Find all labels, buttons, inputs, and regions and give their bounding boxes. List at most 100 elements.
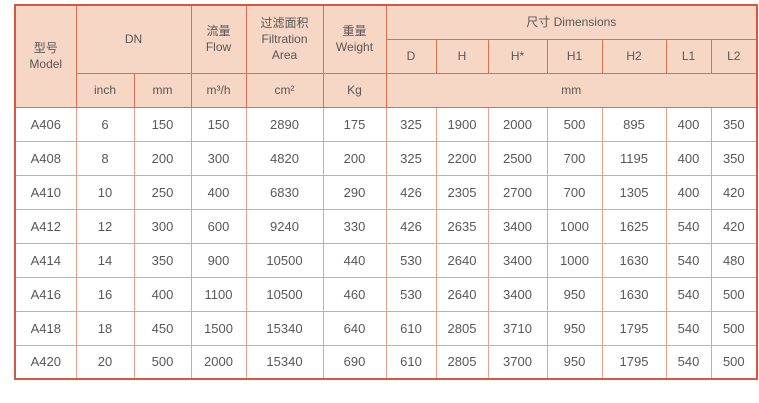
value-cell: 6830	[245, 174, 324, 210]
filtration-label-en2: Area	[271, 48, 298, 63]
filtration-label-zh: 过滤面积	[260, 15, 309, 30]
value-cell: 2000	[190, 344, 247, 380]
col-hstar-header: H*	[487, 38, 548, 74]
unit-mm: mm	[133, 72, 192, 108]
weight-label-en: Weight	[335, 40, 374, 55]
value-cell: 420	[710, 208, 759, 244]
model-cell: A408	[14, 140, 77, 176]
value-cell: 690	[322, 344, 387, 380]
value-cell: 18	[75, 310, 135, 346]
spec-table: 型号 Model DN 流量 Flow 过滤面积 Filtration Area…	[14, 4, 759, 380]
value-cell: 950	[546, 344, 603, 380]
table-header: 型号 Model DN 流量 Flow 过滤面积 Filtration Area…	[14, 4, 758, 108]
model-cell: A420	[14, 344, 77, 380]
value-cell: 330	[322, 208, 387, 244]
unit-inch: inch	[75, 72, 135, 108]
col-dn-header: DN	[75, 4, 192, 74]
value-cell: 460	[322, 276, 387, 312]
value-cell: 1305	[601, 174, 667, 210]
value-cell: 10500	[245, 242, 324, 278]
value-cell: 540	[665, 344, 712, 380]
col-flow-header: 流量 Flow	[190, 4, 247, 74]
table-row: A414 14 350 900 10500 440 530 2640 3400 1000 1630 5…	[14, 242, 759, 278]
col-d-header: D	[385, 38, 437, 74]
value-cell: 8	[75, 140, 135, 176]
value-cell: 3700	[487, 344, 548, 380]
value-cell: 400	[665, 106, 712, 142]
value-cell: 10500	[245, 276, 324, 312]
table-row: A410 10 250 400 6830 290 426 2305 2700 700 1305 400…	[14, 174, 759, 210]
value-cell: 500	[710, 276, 759, 312]
value-cell: 500	[133, 344, 192, 380]
model-cell: A406	[14, 106, 77, 142]
col-model-header: 型号 Model	[14, 4, 77, 108]
col-h2-header: H2	[601, 38, 667, 74]
value-cell: 540	[665, 208, 712, 244]
value-cell: 530	[385, 276, 437, 312]
value-cell: 540	[665, 242, 712, 278]
table-row: A412 12 300 600 9240 330 426 2635 3400 1000 1625 54…	[14, 208, 759, 244]
header-row-units: inch mm m³/h cm² Kg mm	[15, 72, 758, 108]
value-cell: 325	[385, 140, 437, 176]
col-dimensions-header: 尺寸 Dimensions	[385, 4, 758, 40]
value-cell: 350	[710, 106, 759, 142]
table-row: A406 6 150 150 2890 175 325 1900 2000 500 895 400 35…	[14, 106, 759, 142]
filtration-label-en1: Filtration	[261, 32, 308, 47]
value-cell: 500	[710, 344, 759, 380]
value-cell: 1625	[601, 208, 667, 244]
value-cell: 2890	[245, 106, 324, 142]
value-cell: 2000	[487, 106, 548, 142]
col-l1-header: L1	[665, 38, 712, 74]
weight-label-zh: 重量	[342, 24, 367, 39]
unit-area: cm²	[245, 72, 324, 108]
value-cell: 610	[385, 344, 437, 380]
value-cell: 400	[665, 140, 712, 176]
page: 型号 Model DN 流量 Flow 过滤面积 Filtration Area…	[14, 4, 759, 380]
value-cell: 2640	[435, 276, 489, 312]
value-cell: 950	[546, 310, 603, 346]
value-cell: 530	[385, 242, 437, 278]
value-cell: 640	[322, 310, 387, 346]
flow-label-en: Flow	[205, 40, 232, 55]
value-cell: 300	[133, 208, 192, 244]
table-row: A416 16 400 1100 10500 460 530 2640 3400 950 1630 5…	[14, 276, 759, 312]
unit-dimensions: mm	[385, 72, 758, 108]
value-cell: 2635	[435, 208, 489, 244]
value-cell: 12	[75, 208, 135, 244]
flow-label-zh: 流量	[206, 24, 231, 39]
col-filtration-header: 过滤面积 Filtration Area	[245, 4, 324, 74]
value-cell: 3710	[487, 310, 548, 346]
value-cell: 15340	[245, 310, 324, 346]
value-cell: 6	[75, 106, 135, 142]
value-cell: 3400	[487, 208, 548, 244]
value-cell: 9240	[245, 208, 324, 244]
value-cell: 1795	[601, 310, 667, 346]
value-cell: 350	[710, 140, 759, 176]
header-row-1: 型号 Model DN 流量 Flow 过滤面积 Filtration Area…	[14, 4, 758, 108]
value-cell: 610	[385, 310, 437, 346]
model-cell: A418	[14, 310, 77, 346]
value-cell: 450	[133, 310, 192, 346]
value-cell: 20	[75, 344, 135, 380]
value-cell: 200	[322, 140, 387, 176]
value-cell: 350	[133, 242, 192, 278]
value-cell: 1000	[546, 242, 603, 278]
value-cell: 3400	[487, 242, 548, 278]
value-cell: 10	[75, 174, 135, 210]
value-cell: 250	[133, 174, 192, 210]
value-cell: 290	[322, 174, 387, 210]
value-cell: 700	[546, 174, 603, 210]
table-body: A406 6 150 150 2890 175 325 1900 2000 500 895 400 35…	[14, 106, 759, 380]
col-h-header: H	[435, 38, 489, 74]
value-cell: 2640	[435, 242, 489, 278]
unit-weight: Kg	[322, 72, 387, 108]
header-row-2: D H H* H1 H2 L1 L2	[15, 38, 758, 74]
value-cell: 4820	[245, 140, 324, 176]
value-cell: 400	[133, 276, 192, 312]
value-cell: 1100	[190, 276, 247, 312]
value-cell: 16	[75, 276, 135, 312]
value-cell: 440	[322, 242, 387, 278]
model-cell: A414	[14, 242, 77, 278]
value-cell: 540	[665, 310, 712, 346]
value-cell: 325	[385, 106, 437, 142]
